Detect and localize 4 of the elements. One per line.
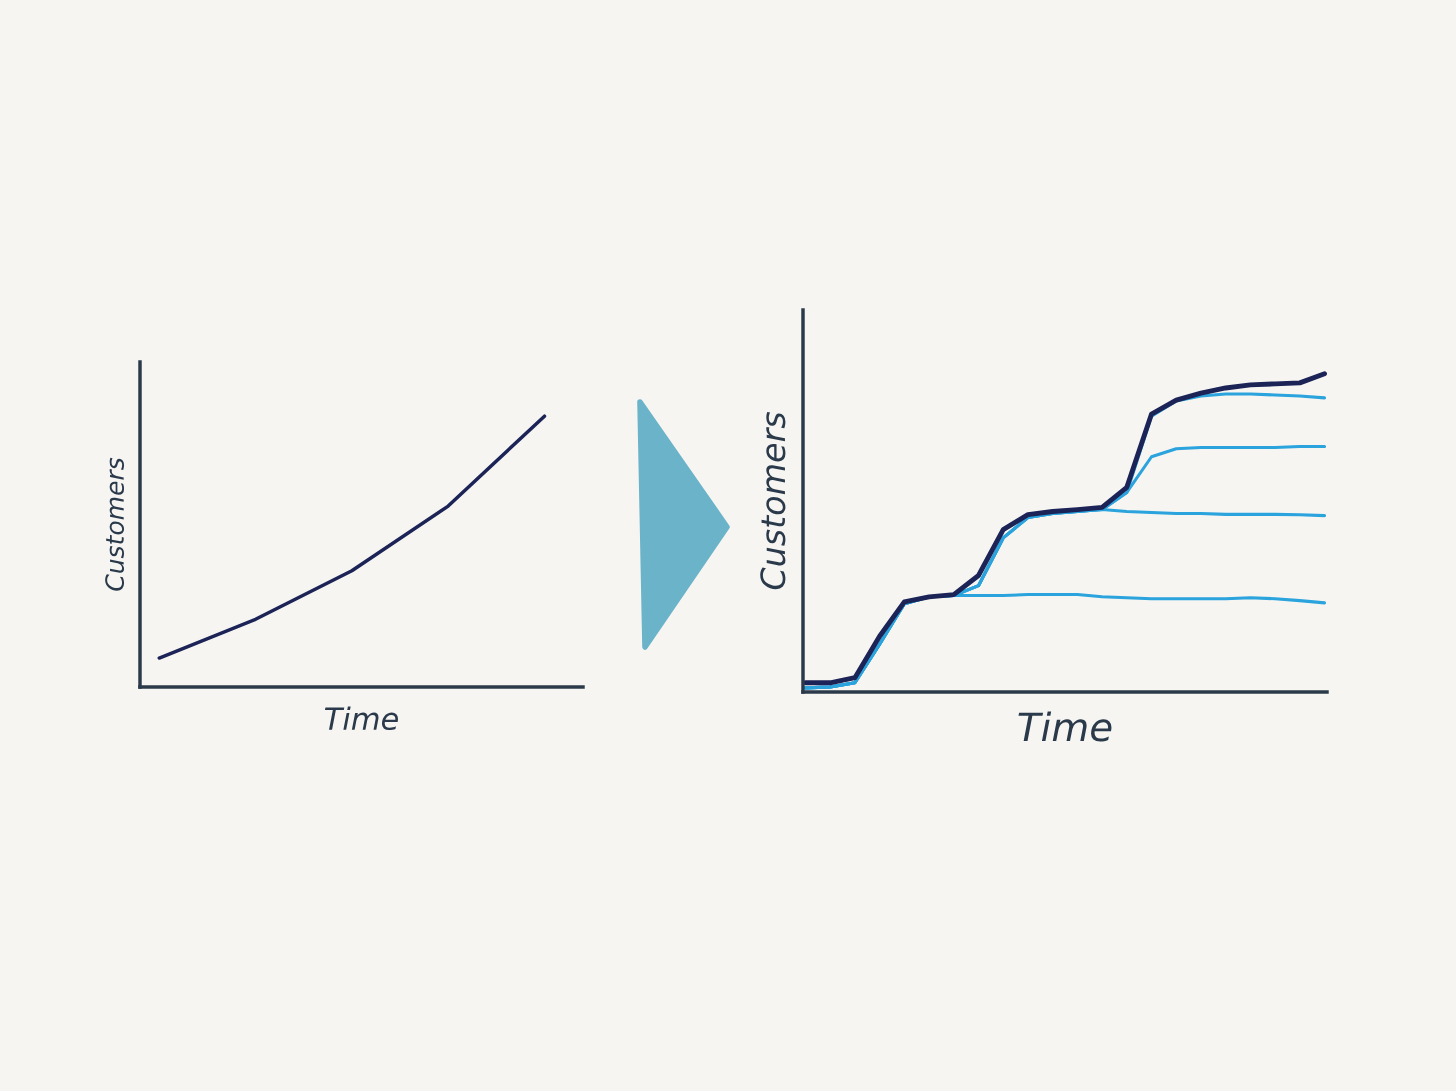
x-axis-title: Time — [1018, 711, 1112, 742]
y-axis-title: Customers — [760, 412, 786, 590]
y-axis-title: Customers — [105, 457, 125, 591]
x-axis-title: Time — [324, 706, 398, 731]
